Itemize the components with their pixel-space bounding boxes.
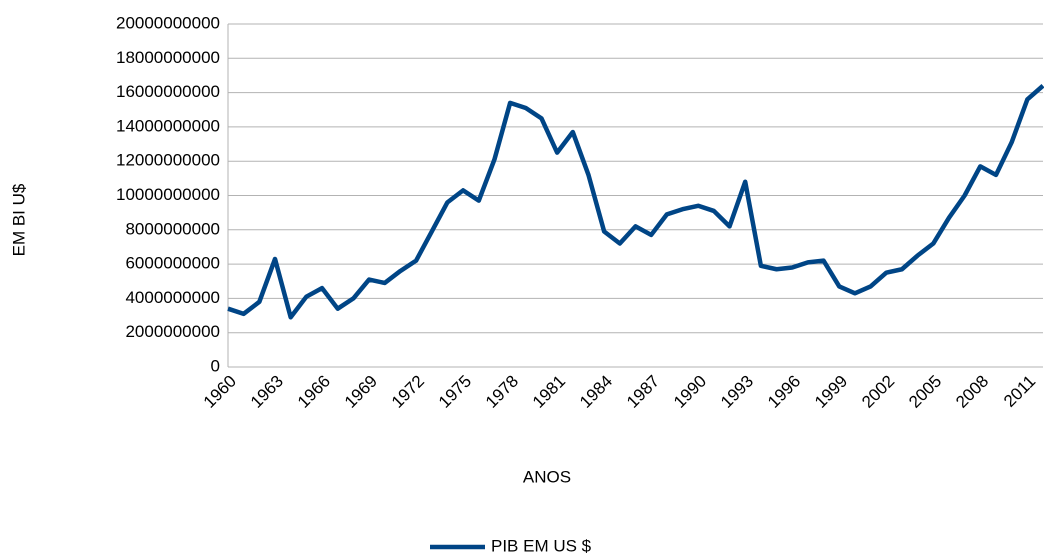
x-tick-label: 1993 xyxy=(717,372,757,412)
x-tick-label: 2002 xyxy=(858,372,898,412)
x-tick-label: 1975 xyxy=(435,372,475,412)
x-axis-title: ANOS xyxy=(523,467,571,486)
y-tick-label: 4000000000 xyxy=(125,288,220,307)
y-tick-label: 14000000000 xyxy=(116,116,220,135)
y-tick-label: 8000000000 xyxy=(125,219,220,238)
x-tick-label: 1978 xyxy=(482,372,522,412)
x-tick-label: 1966 xyxy=(294,372,334,412)
y-tick-label: 20000000000 xyxy=(116,13,220,32)
x-tick-label: 1984 xyxy=(576,372,616,412)
legend-label: PIB EM US $ xyxy=(491,536,592,555)
line-series xyxy=(227,84,1044,320)
y-tick-label: 12000000000 xyxy=(116,151,220,170)
x-tick-label: 1972 xyxy=(388,372,428,412)
x-tick-label: 1996 xyxy=(764,372,804,412)
y-tick-label: 2000000000 xyxy=(125,322,220,341)
x-tick-label: 1963 xyxy=(247,372,287,412)
x-tick-label: 1999 xyxy=(811,372,851,412)
y-tick-label: 6000000000 xyxy=(125,254,220,273)
y-axis-title: EM BI U$ xyxy=(9,183,28,256)
x-tick-label: 1987 xyxy=(623,372,663,412)
x-tick-label: 1960 xyxy=(200,372,240,412)
x-tick-label: 1981 xyxy=(529,372,569,412)
y-tick-label: 16000000000 xyxy=(116,82,220,101)
x-tick-label: 1969 xyxy=(341,372,381,412)
x-tick-label: 2005 xyxy=(905,372,945,412)
x-tick-label: 2011 xyxy=(1000,372,1039,411)
y-tick-label: 0 xyxy=(211,356,220,375)
x-tick-label: 2008 xyxy=(952,372,992,412)
x-tick-label: 1990 xyxy=(670,372,710,412)
y-tick-label: 10000000000 xyxy=(116,185,220,204)
y-tick-label: 18000000000 xyxy=(116,48,220,67)
